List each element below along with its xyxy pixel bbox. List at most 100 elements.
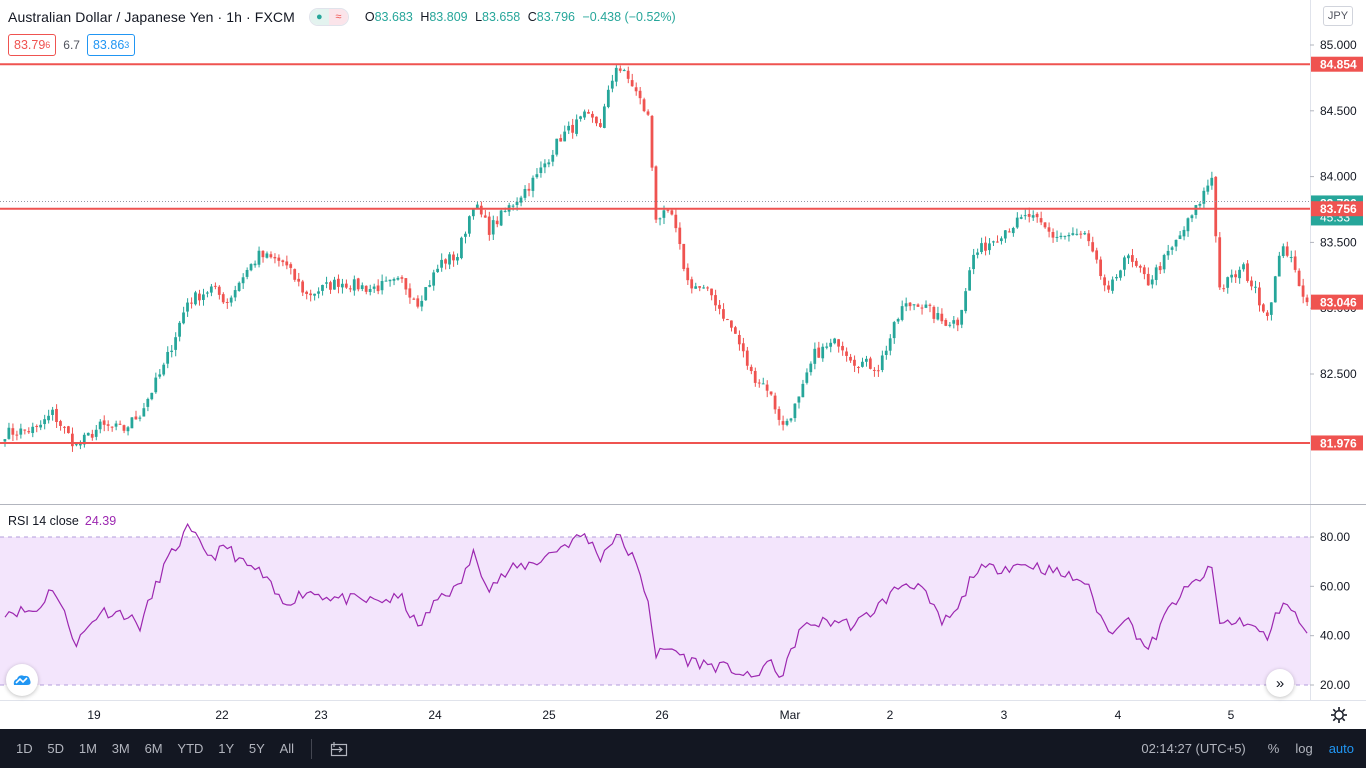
candle <box>1269 302 1273 321</box>
candle <box>630 73 634 87</box>
currency-badge[interactable]: JPY <box>1323 6 1353 26</box>
tradingview-logo-icon[interactable] <box>6 664 38 696</box>
range-1m[interactable]: 1M <box>78 741 97 756</box>
candle <box>968 267 971 291</box>
candle <box>1138 264 1142 273</box>
candle <box>523 185 527 201</box>
candle <box>976 248 979 259</box>
range-all[interactable]: All <box>279 741 295 756</box>
log-toggle[interactable]: log <box>1295 741 1313 756</box>
range-3m[interactable]: 3M <box>111 741 130 756</box>
candle <box>202 288 205 306</box>
candle <box>1103 274 1106 292</box>
range-1y[interactable]: 1Y <box>218 741 235 756</box>
candle <box>980 237 983 255</box>
candle <box>944 318 948 327</box>
candle <box>1087 230 1091 247</box>
wave-icon[interactable]: ≈ <box>328 9 348 25</box>
svg-text:83.046: 83.046 <box>1320 296 1357 310</box>
candle <box>78 440 82 450</box>
candle <box>999 236 1003 245</box>
candle <box>1250 276 1253 291</box>
candle <box>996 235 999 243</box>
candle <box>1261 303 1265 313</box>
candle <box>1305 294 1309 306</box>
candle <box>90 429 94 441</box>
candle <box>813 342 817 370</box>
compare-icon[interactable] <box>328 738 350 760</box>
auto-toggle[interactable]: auto <box>1328 741 1354 756</box>
gear-icon[interactable] <box>1328 704 1350 726</box>
double-chevron-right-icon[interactable]: » <box>1266 669 1294 697</box>
range-6m[interactable]: 6M <box>144 741 163 756</box>
time-tick-label: 26 <box>655 708 669 722</box>
rsi-scale[interactable]: 80.00 60.00 40.00 20.00 <box>1310 530 1350 692</box>
date-range-buttons: 1D 5D 1M 3M 6M YTD 1Y 5Y All <box>16 741 309 756</box>
candle <box>452 251 455 267</box>
candle <box>213 282 217 290</box>
eye-icon[interactable]: ● <box>309 9 329 25</box>
rsi-label[interactable]: RSI 14 close <box>8 514 79 528</box>
candle <box>984 236 987 256</box>
candle <box>936 306 940 321</box>
time-axis[interactable]: 19 22 23 24 25 26 Mar 2 3 4 5 <box>87 708 1234 722</box>
candle <box>801 379 805 398</box>
candle <box>583 109 586 120</box>
buy-button[interactable]: 83.86 3 <box>86 34 136 56</box>
candle <box>499 209 503 227</box>
candle <box>70 427 74 452</box>
range-1d[interactable]: 1D <box>16 741 33 756</box>
symbol-title[interactable]: Australian Dollar / Japanese Yen · 1h · … <box>8 9 295 25</box>
candle <box>900 300 904 322</box>
price-tick-label: 84.000 <box>1320 170 1357 184</box>
candle <box>1182 226 1186 241</box>
candle <box>876 364 880 377</box>
rsi-tick-label: 80.00 <box>1320 530 1350 544</box>
candle <box>571 118 574 139</box>
candle <box>471 208 475 220</box>
candle <box>579 115 582 122</box>
candle <box>51 406 54 421</box>
candle <box>106 420 110 432</box>
clock-display[interactable]: 02:14:27 (UTC+5) <box>1141 741 1246 756</box>
candle <box>1007 228 1011 233</box>
candle <box>380 274 384 295</box>
candle <box>491 215 495 241</box>
sell-button[interactable]: 83.79 6 <box>8 34 57 56</box>
candle <box>344 279 348 289</box>
candle <box>170 345 174 358</box>
rsi-legend[interactable]: RSI 14 close 24.39 <box>8 514 116 528</box>
candle <box>118 420 122 425</box>
range-5d[interactable]: 5D <box>47 741 65 756</box>
candle <box>440 253 443 272</box>
candle <box>702 284 705 289</box>
candle <box>309 289 312 302</box>
candle <box>694 282 698 289</box>
percent-toggle[interactable]: % <box>1267 741 1280 756</box>
candle <box>138 415 142 422</box>
candle <box>146 397 150 412</box>
candle <box>150 392 154 401</box>
range-5y[interactable]: 5Y <box>248 741 265 756</box>
candle <box>884 345 888 360</box>
candle <box>539 161 543 178</box>
candle <box>372 283 376 293</box>
price-label: 84.854 <box>1311 56 1363 72</box>
candle <box>182 306 185 325</box>
low-value: 83.658 <box>482 10 521 24</box>
symbol-legend[interactable]: Australian Dollar / Japanese Yen · 1h · … <box>8 8 680 26</box>
high-value: 83.809 <box>429 10 468 24</box>
candle <box>305 290 308 300</box>
range-ytd[interactable]: YTD <box>177 741 204 756</box>
candle <box>1273 275 1277 303</box>
candle <box>912 304 916 311</box>
legend-buttons[interactable]: ● ≈ <box>308 8 349 26</box>
candle <box>142 402 146 417</box>
candle <box>333 276 336 290</box>
candle <box>809 361 813 376</box>
horizontal-levels[interactable] <box>0 63 1310 444</box>
candle <box>313 293 316 301</box>
candle <box>777 406 781 426</box>
candle <box>209 283 213 297</box>
